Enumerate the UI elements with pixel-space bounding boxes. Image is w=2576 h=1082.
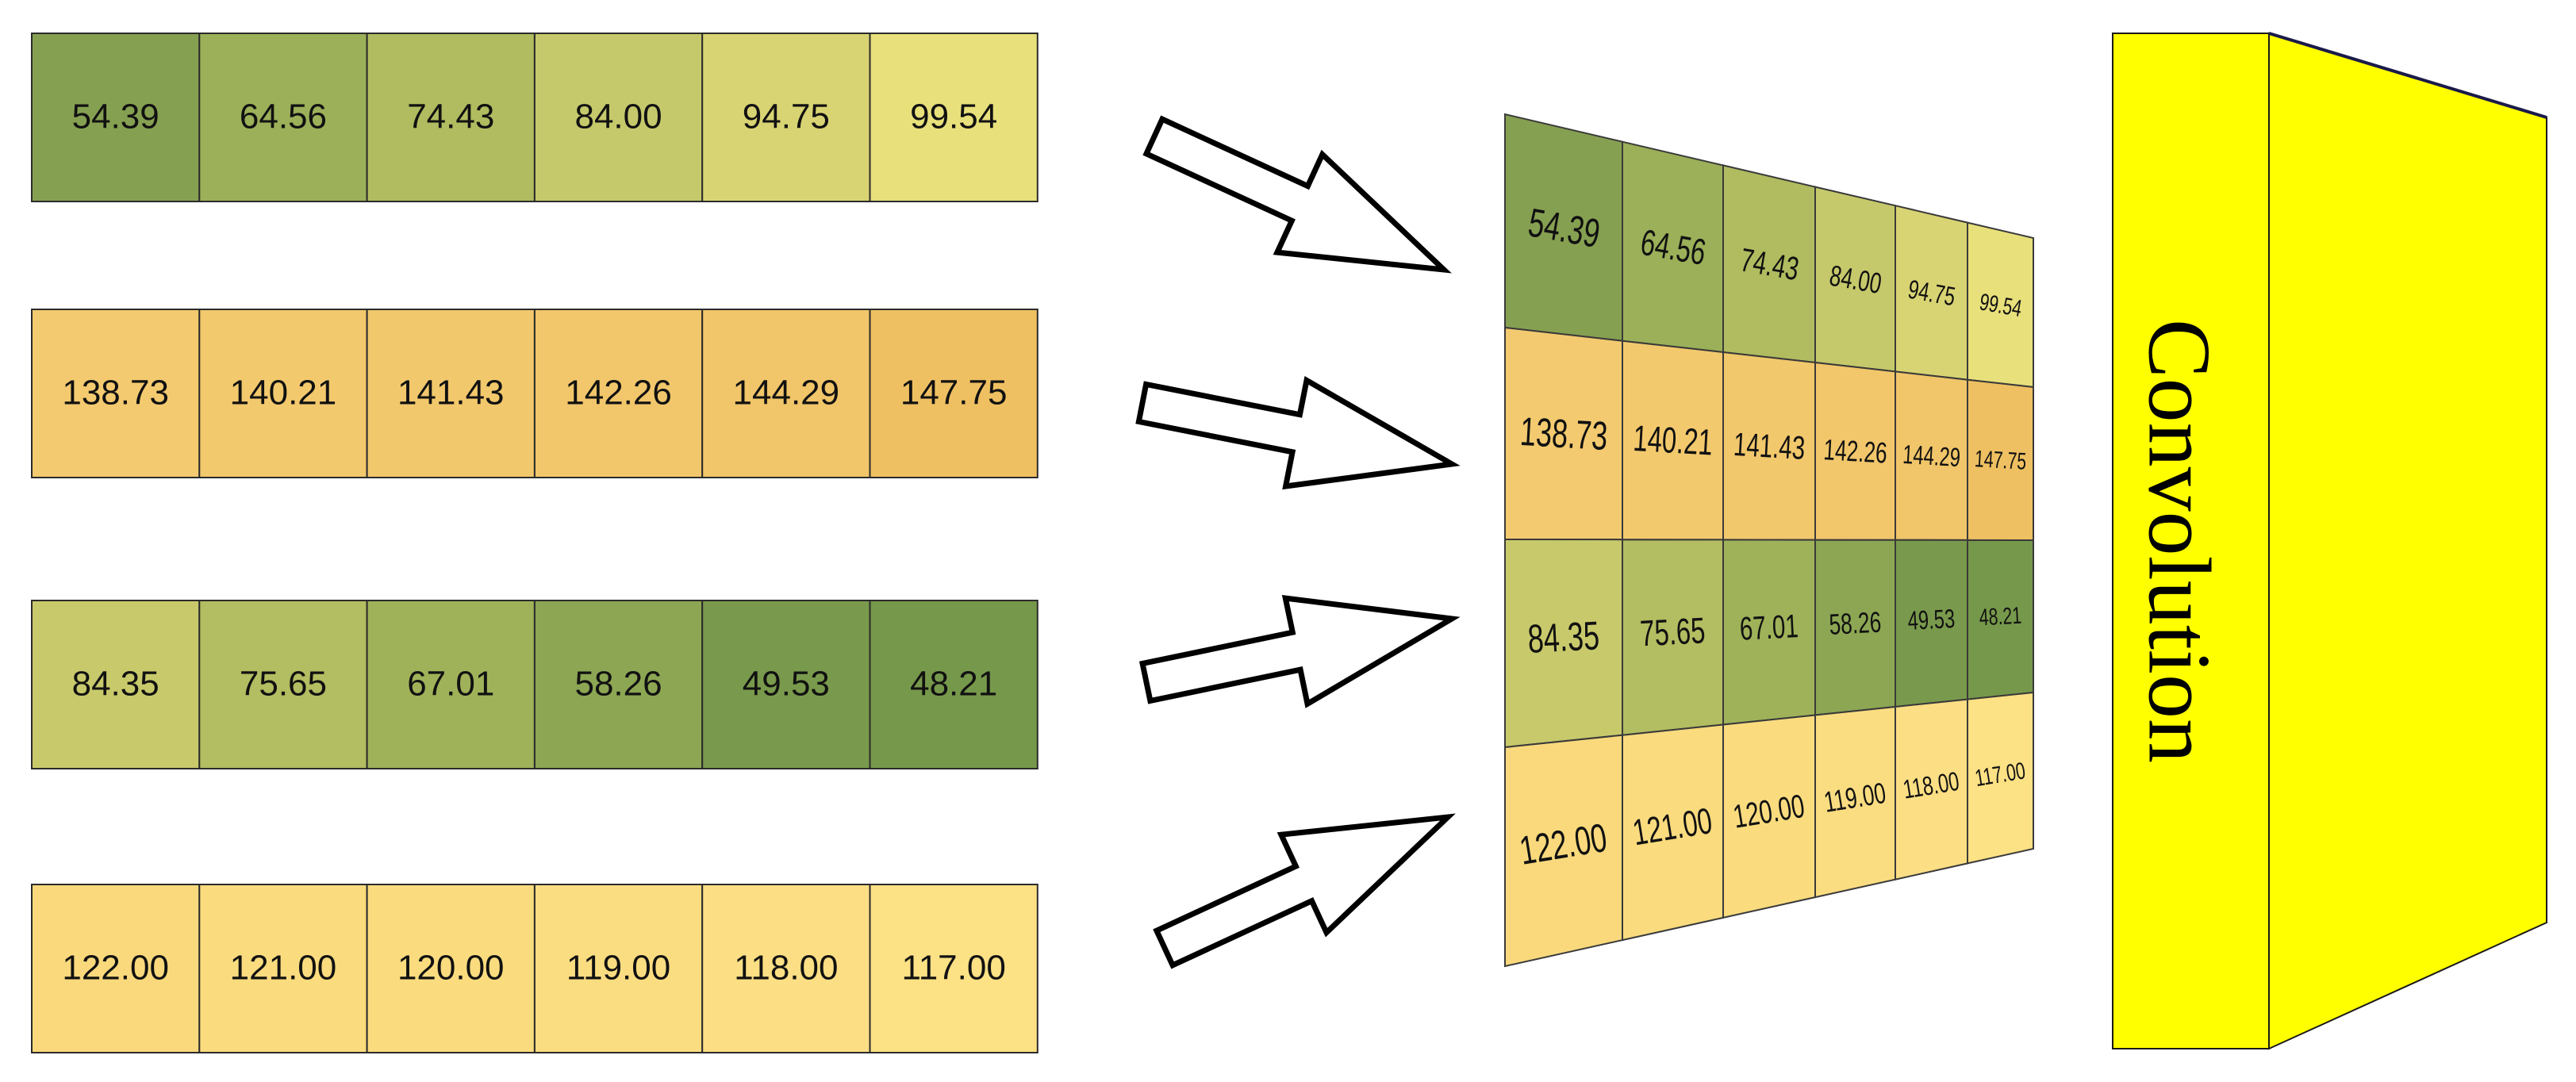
input-cell-value: 147.75 <box>900 374 1008 412</box>
matrix-row: 138.73 140.21 141.43 142.26 144.29 147.75 <box>1504 326 2034 542</box>
input-cell <box>198 309 368 478</box>
input-cell <box>869 884 1038 1053</box>
input-cell-value: 141.43 <box>397 374 505 412</box>
input-cell-value: 74.43 <box>407 98 494 136</box>
matrix-cell-value: 140.21 <box>1632 419 1714 463</box>
arrow-icon <box>1135 376 1461 490</box>
input-cell <box>533 309 704 478</box>
input-cell-value: 99.54 <box>910 98 997 136</box>
input-cell-value: 119.00 <box>566 949 670 988</box>
input-cell <box>31 884 201 1053</box>
matrix-cell-value: 141.43 <box>1733 425 1806 466</box>
arrow-icon <box>1138 595 1461 708</box>
arrows <box>1135 115 1461 969</box>
input-cell-value: 75.65 <box>240 665 327 704</box>
input-cell-value: 138.73 <box>62 374 169 412</box>
input-cell-value: 58.26 <box>574 665 662 704</box>
input-cell-value: 84.35 <box>72 665 159 704</box>
matrix-cell <box>1967 691 2034 865</box>
input-cell-value: 54.39 <box>72 98 159 136</box>
input-cell <box>869 600 1038 769</box>
input-row: 122.00 121.00 120.00 119.00 118.00 117.00 <box>31 884 1038 1053</box>
input-cell <box>366 309 536 478</box>
input-cell <box>701 884 871 1053</box>
convolution-block: Convolution <box>2112 32 2547 1050</box>
input-cell <box>31 309 201 478</box>
input-cell-value: 144.29 <box>733 374 840 412</box>
input-cell-value: 84.00 <box>574 98 662 136</box>
input-cell <box>533 884 704 1053</box>
input-cell <box>366 884 536 1053</box>
matrix-cell-value: 138.73 <box>1519 409 1609 459</box>
input-cell <box>31 33 201 202</box>
convolution-label: Convolution <box>2129 319 2228 763</box>
matrix-cell-value: 142.26 <box>1822 433 1887 470</box>
input-row: 84.35 75.65 67.01 58.26 49.53 48.21 <box>31 600 1038 769</box>
input-cell-value: 117.00 <box>901 949 1005 988</box>
matrix-cell-value: 49.53 <box>1907 604 1956 636</box>
input-cell-value: 142.26 <box>565 374 672 412</box>
input-cell <box>533 600 704 769</box>
input-cell <box>198 600 368 769</box>
matrix-cell-value: 144.29 <box>1902 440 1961 473</box>
matrix-cell-value: 67.01 <box>1739 607 1799 647</box>
input-cell <box>701 600 871 769</box>
input-cell-value: 121.00 <box>230 949 337 988</box>
input-cell <box>31 600 201 769</box>
convolution-block-top-edge <box>2268 32 2547 119</box>
input-cell-value: 64.56 <box>240 98 327 136</box>
input-cell-value: 122.00 <box>62 949 169 988</box>
input-cell <box>366 600 536 769</box>
input-cell <box>198 884 368 1053</box>
input-cell <box>198 33 368 202</box>
arrow-icon <box>1142 115 1452 274</box>
input-cell <box>701 33 871 202</box>
input-cell <box>533 33 704 202</box>
input-cell-value: 49.53 <box>743 665 830 704</box>
input-cell-value: 140.21 <box>230 374 337 412</box>
input-cell-value: 94.75 <box>743 98 830 136</box>
input-cell-value: 120.00 <box>397 949 505 988</box>
arrow-icon <box>1153 813 1456 969</box>
matrix-row: 122.00 121.00 120.00 119.00 118.00 117.00 <box>1504 691 2034 968</box>
input-cell-value: 67.01 <box>407 665 494 704</box>
input-cell-value: 48.21 <box>910 665 997 704</box>
matrix-cell-value: 147.75 <box>1974 445 2027 475</box>
matrix-cell-value: 75.65 <box>1639 611 1706 654</box>
input-cell-value: 118.00 <box>734 949 838 988</box>
input-cell <box>869 309 1038 478</box>
input-rows: 54.39 64.56 74.43 84.00 94.75 99.54 138.73 140.… <box>31 33 1038 1053</box>
matrix-row: 84.35 75.65 67.01 58.26 49.53 48.21 <box>1504 538 2034 749</box>
input-cell <box>366 33 536 202</box>
input-row: 138.73 140.21 141.43 142.26 144.29 147.75 <box>31 309 1038 478</box>
input-cell <box>869 33 1038 202</box>
convolution-block-side <box>2268 32 2547 1050</box>
matrix-cell-value: 84.35 <box>1526 613 1600 662</box>
matrix-cell-value: 48.21 <box>1979 601 2022 631</box>
input-row: 54.39 64.56 74.43 84.00 94.75 99.54 <box>31 33 1038 202</box>
matrix-cell-value: 58.26 <box>1829 605 1883 641</box>
